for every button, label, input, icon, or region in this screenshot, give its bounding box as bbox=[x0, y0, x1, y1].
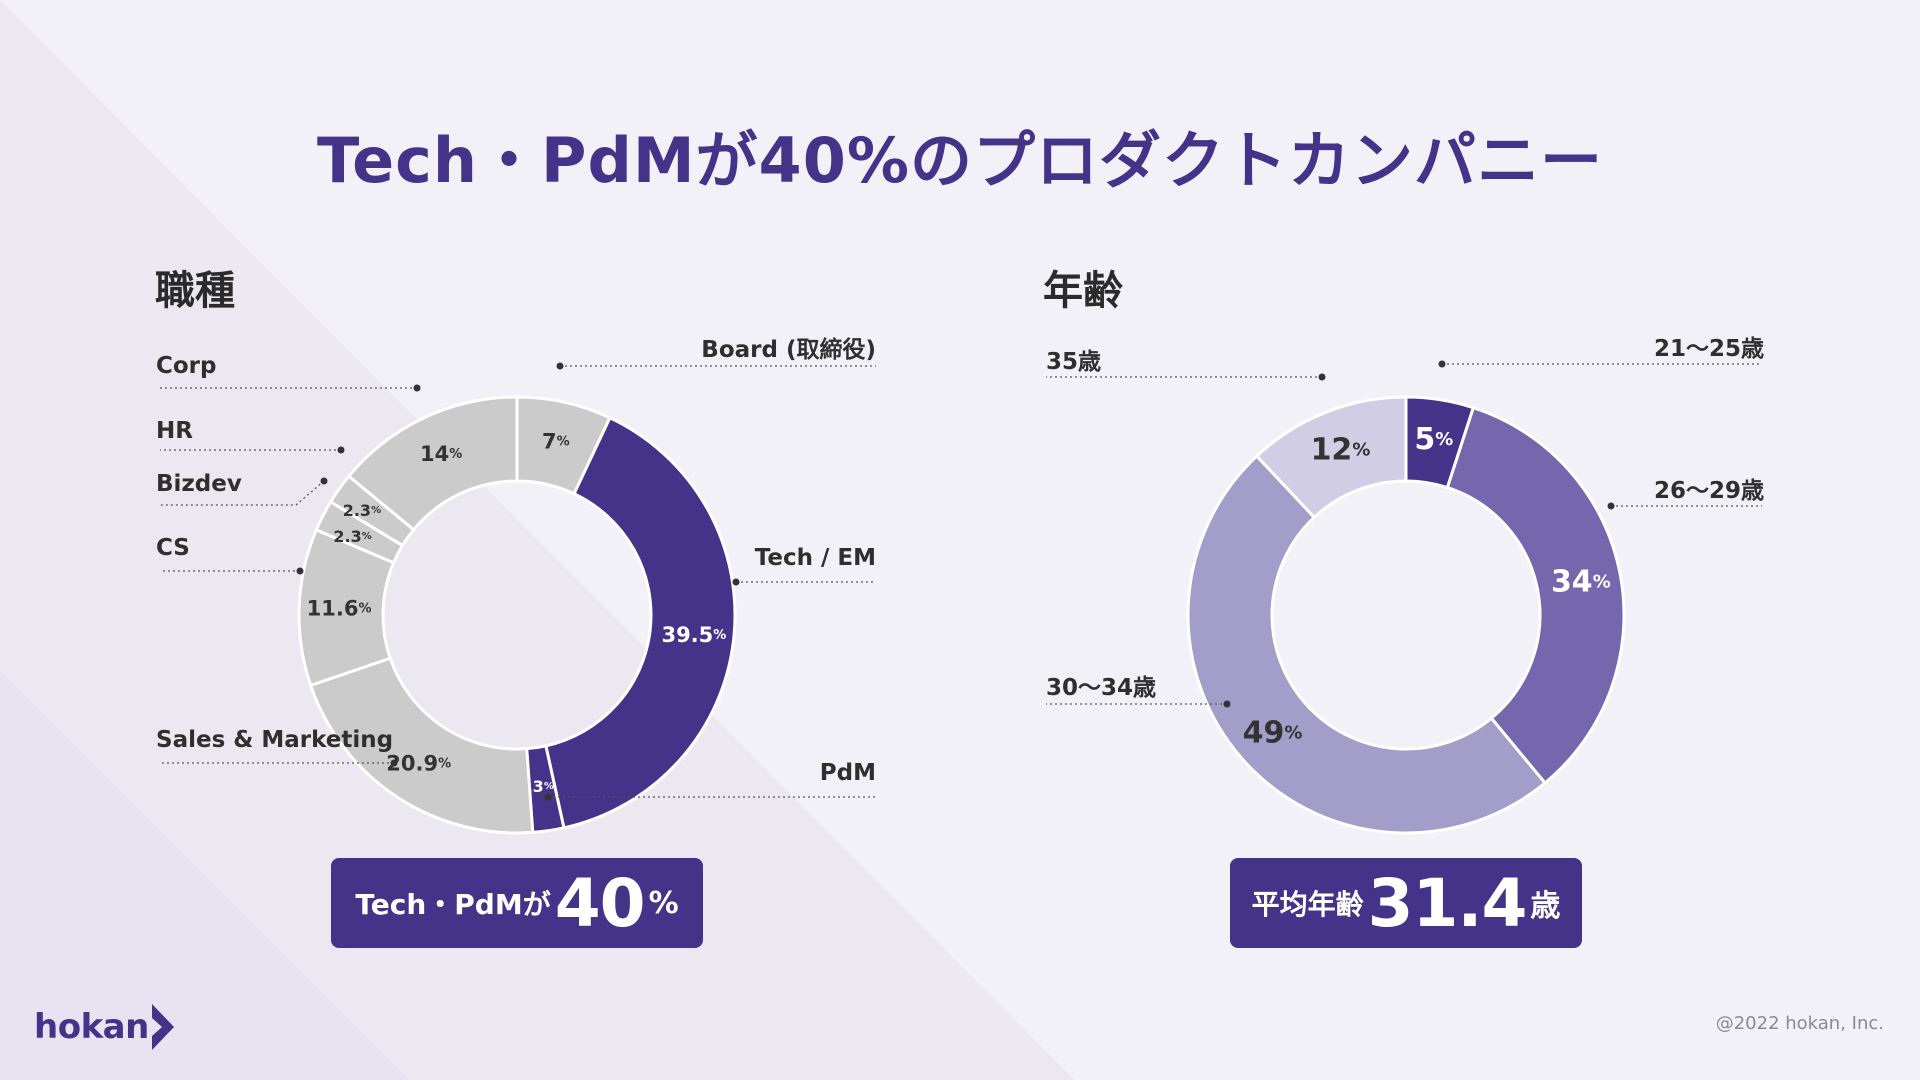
tech-pdm-callout: Tech・PdMが 40 % bbox=[331, 858, 703, 948]
label-hr: HR bbox=[156, 418, 193, 444]
slice-value-label-1: 39.5% bbox=[661, 623, 726, 647]
slice-value-label-0: 7% bbox=[542, 429, 570, 453]
slice-value-label-6: 2.3% bbox=[343, 500, 381, 519]
donut-slice-1 bbox=[1445, 405, 1626, 786]
label-corp: Corp bbox=[156, 353, 217, 379]
label-board: Board (取締役) bbox=[701, 337, 876, 363]
donut-slice-7 bbox=[346, 395, 519, 532]
callout-prefix: 平均年齢 bbox=[1251, 888, 1364, 921]
label-age-35: 35歳 bbox=[1046, 349, 1102, 375]
slice-value-label-0: 5% bbox=[1414, 422, 1453, 457]
chevron-right-icon bbox=[151, 1004, 174, 1050]
slice-value-label-3: 12% bbox=[1311, 432, 1371, 467]
slice-value-label-2: 49% bbox=[1243, 715, 1303, 750]
donut-slice-1 bbox=[544, 415, 737, 830]
label-age-26-29: 26〜29歳 bbox=[1653, 478, 1764, 504]
section-heading-age: 年齢 bbox=[1043, 268, 1123, 314]
label-bizdev: Bizdev bbox=[156, 471, 242, 497]
copyright: @2022 hokan, Inc. bbox=[1715, 1013, 1884, 1034]
callout-unit: % bbox=[648, 885, 679, 921]
donut-slice-2 bbox=[1186, 453, 1548, 835]
callout-prefix: Tech・PdMが bbox=[355, 888, 551, 921]
slice-value-label-4: 11.6% bbox=[307, 597, 372, 621]
slice-value-label-7: 14% bbox=[420, 442, 462, 466]
label-cs: CS bbox=[156, 535, 190, 561]
slice-value-label-5: 2.3% bbox=[333, 526, 371, 545]
section-heading-occupation: 職種 bbox=[155, 268, 235, 314]
callout-unit: 歳 bbox=[1530, 889, 1561, 924]
donut-slice-3 bbox=[308, 656, 535, 835]
donut-slice-3 bbox=[1254, 395, 1408, 520]
label-age-21-25: 21〜25歳 bbox=[1653, 336, 1764, 362]
average-age-callout: 平均年齢 31.4 歳 bbox=[1230, 858, 1582, 948]
callout-value: 31.4 bbox=[1367, 864, 1528, 942]
label-pdm: PdM bbox=[819, 760, 876, 786]
label-age-30-34: 30〜34歳 bbox=[1046, 675, 1157, 701]
page-title: Tech・PdMが40%のプロダクトカンパニー bbox=[317, 124, 1603, 197]
logo-text: hokan bbox=[34, 1007, 149, 1047]
label-tech-em: Tech / EM bbox=[754, 545, 876, 571]
label-sales-marketing: Sales & Marketing bbox=[156, 727, 394, 753]
callout-value: 40 bbox=[554, 864, 646, 942]
hokan-logo: hokan bbox=[34, 1002, 176, 1052]
slice-value-label-1: 34% bbox=[1551, 564, 1611, 599]
